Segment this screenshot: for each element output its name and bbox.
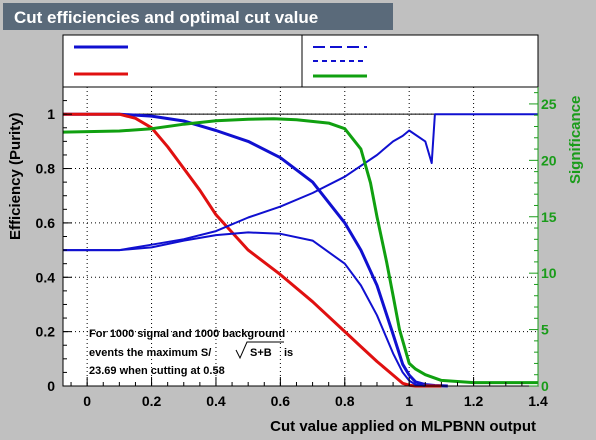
x-tick-label-0: 0 xyxy=(83,393,91,409)
series-line-3 xyxy=(63,231,426,387)
y-tick-label-2: 0.4 xyxy=(36,269,56,285)
annotation-suffix: is xyxy=(284,347,293,359)
x-tick-label-2: 0.4 xyxy=(206,393,226,409)
y-tick-label-5: 1 xyxy=(47,106,55,122)
series-line-0 xyxy=(63,112,448,388)
y2-axis-title: Significance xyxy=(567,96,584,184)
title-box xyxy=(3,3,393,30)
y-tick-label-4: 0.8 xyxy=(36,161,56,177)
x-ticks: 0 0.2 0.4 0.6 0.8 1 1.2 1.4 xyxy=(70,377,548,409)
x-axis-title: Cut value applied on MLPBNN output xyxy=(270,418,536,435)
x-tick-label-6: 1.2 xyxy=(464,393,484,409)
series-layer xyxy=(62,112,538,388)
y-axis-title: Efficiency (Purity) xyxy=(7,112,24,240)
y-tick-label-3: 0.6 xyxy=(36,215,56,231)
y-tick-label-0: 0 xyxy=(47,378,55,394)
y2-tick-label-1: 5 xyxy=(541,322,549,338)
annotation-line-1: For 1000 signal and 1000 background xyxy=(89,328,285,340)
plot-area xyxy=(63,87,538,386)
x-tick-label-1: 0.2 xyxy=(142,393,162,409)
sqrt-symbol xyxy=(235,341,284,360)
y-tick-label-1: 0.2 xyxy=(36,324,56,340)
y2-tick-label-4: 20 xyxy=(541,152,557,168)
y2-tick-label-0: 0 xyxy=(541,378,549,394)
x-tick-label-3: 0.6 xyxy=(271,393,291,409)
x-tick-label-7: 1.4 xyxy=(528,393,548,409)
annotation: For 1000 signal and 1000 background even… xyxy=(89,328,293,377)
legend-box xyxy=(62,34,539,88)
y2-ticks: 0 5 10 15 20 25 xyxy=(529,87,557,394)
x-tick-label-4: 0.8 xyxy=(335,393,355,409)
y2-tick-label-3: 15 xyxy=(541,209,557,225)
y2-tick-label-5: 25 xyxy=(541,96,557,112)
series-line-2 xyxy=(63,113,538,252)
legend xyxy=(62,34,539,88)
y-ticks: 0 0.2 0.4 0.6 0.8 1 xyxy=(36,100,72,394)
annotation-line-3: 23.69 when cutting at 0.58 xyxy=(89,365,225,377)
x-tick-label-5: 1 xyxy=(405,393,413,409)
annotation-line-2: events the maximum S/ xyxy=(89,347,211,359)
y2-tick-label-2: 10 xyxy=(541,265,557,281)
chart-title: Cut efficiencies and optimal cut value xyxy=(14,8,318,27)
series-line-4 xyxy=(62,117,538,385)
annotation-sqrt-content: S+B xyxy=(250,347,272,359)
